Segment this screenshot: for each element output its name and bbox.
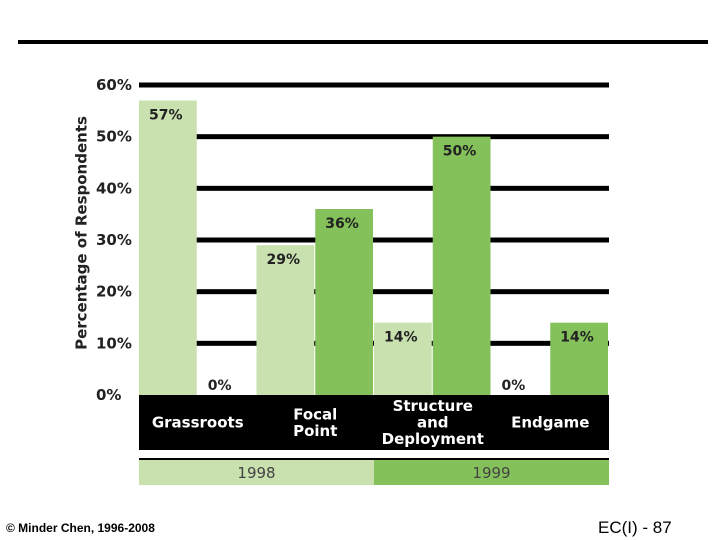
x-category-label: Grassroots [152,414,244,432]
gridline [139,237,609,243]
page-reference: EC(I) - 87 [598,518,672,537]
y-tick-label: 20% [96,283,132,301]
gridline [139,134,609,140]
data-label: 0% [502,378,526,394]
gridline [139,185,609,191]
bar-1998-0 [139,100,197,395]
category-band [139,395,609,450]
bar-1999-1 [315,209,373,395]
y-tick-label: 60% [96,76,132,94]
bar-1999-3 [550,322,608,395]
y-tick-label: 30% [96,231,132,249]
copyright-text: © Minder Chen, 1996-2008 [6,521,155,535]
x-category-label: Structure [393,397,473,415]
legend-label: 1999 [472,464,510,482]
data-label: 50% [443,144,477,160]
y-tick-label: 50% [96,128,132,146]
data-label: 36% [325,216,359,232]
x-category-label: and [417,414,449,432]
data-label: 57% [149,108,183,124]
data-label: 14% [384,330,418,346]
x-category-label: Focal [293,405,337,423]
x-category-label: Deployment [382,430,484,448]
legend-swatch-1998 [139,460,374,485]
y-tick-label: 10% [96,334,132,352]
gridline [139,289,609,295]
top-divider-rule [18,40,708,44]
bar-1998-2 [374,322,432,395]
y-axis-title: Percentage of Respondents [73,116,91,350]
data-label: 0% [208,378,232,394]
x-category-label: Endgame [511,414,589,432]
x-category-label: Point [293,422,337,440]
legend-label: 1998 [237,464,275,482]
bar-1999-2 [432,136,491,395]
bar-1998-1 [256,245,315,395]
legend-top-rule [139,458,609,460]
legend-swatch-1999 [374,460,609,485]
y-tick-label: 0% [96,386,121,404]
data-label: 29% [267,252,301,268]
data-label: 14% [560,330,594,346]
y-tick-label: 40% [96,179,132,197]
gridline [139,82,609,88]
